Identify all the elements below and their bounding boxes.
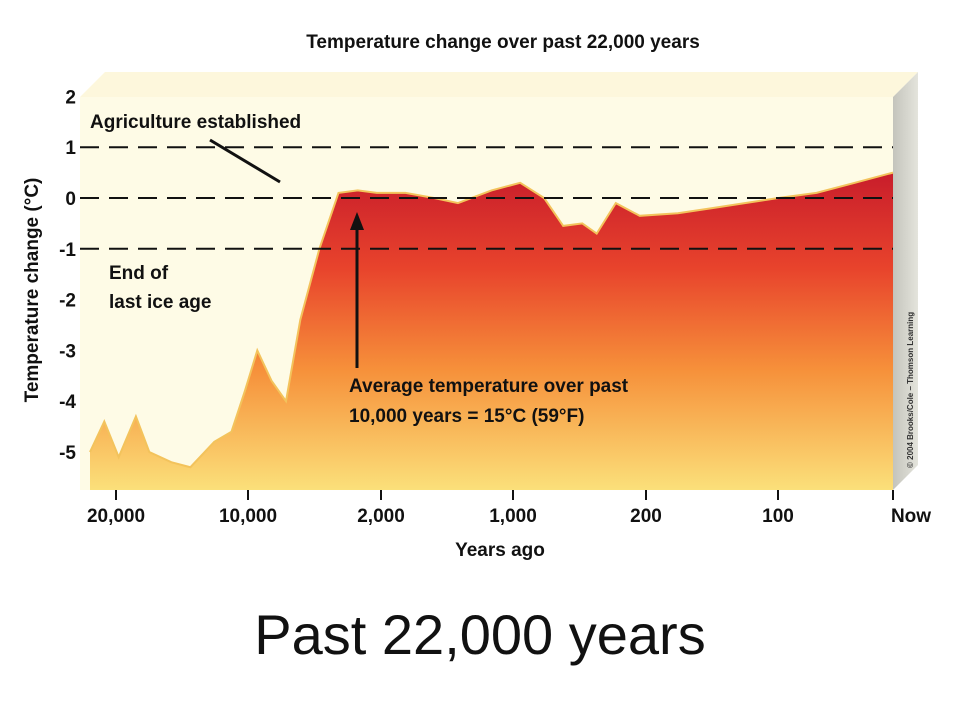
arrow-head-icon bbox=[350, 212, 364, 230]
temperature-area bbox=[90, 172, 893, 490]
x-tick-label: 10,000 bbox=[219, 506, 277, 527]
y-axis-ticks: 2 1 0 -1 -2 -3 -4 -5 bbox=[59, 87, 76, 464]
annotation-end-ice-age: End of last ice age bbox=[109, 263, 211, 313]
plot-side-face bbox=[893, 72, 918, 490]
annotation-agriculture-pointer bbox=[209, 138, 281, 184]
x-tick-label: 1,000 bbox=[489, 506, 537, 527]
y-tick-label: -2 bbox=[59, 291, 76, 312]
dashed-gridlines bbox=[80, 146, 893, 250]
x-tick-label: 20,000 bbox=[87, 506, 145, 527]
temperature-chart: 2 1 0 -1 -2 -3 -4 -5 20,000 10,000 2,000 1,000 200 1… bbox=[22, 32, 931, 561]
x-tick-label: 2,000 bbox=[357, 506, 405, 527]
x-tick-label: 200 bbox=[630, 506, 662, 527]
y-tick-label: 2 bbox=[65, 87, 76, 108]
x-axis-ticks: 20,000 10,000 2,000 1,000 200 100 Now bbox=[87, 490, 931, 527]
y-tick-label: -4 bbox=[59, 392, 76, 413]
y-tick-label: 0 bbox=[65, 189, 76, 210]
annotation-average-temperature: Average temperature over past 10,000 yea… bbox=[349, 376, 633, 427]
x-tick-label: Now bbox=[891, 506, 931, 527]
slide-caption: Past 22,000 years bbox=[254, 603, 706, 666]
plot-top-face bbox=[80, 72, 918, 97]
y-tick-label: 1 bbox=[65, 138, 76, 159]
y-tick-label: -1 bbox=[59, 240, 76, 261]
annotation-agriculture: Agriculture established bbox=[90, 112, 301, 133]
y-tick-label: -3 bbox=[59, 341, 76, 362]
x-axis-title: Years ago bbox=[455, 540, 545, 561]
y-axis-title: Temperature change (°C) bbox=[22, 178, 43, 403]
chart-title: Temperature change over past 22,000 year… bbox=[306, 32, 700, 53]
copyright-credit: © 2004 Brooks/Cole – Thomson Learning bbox=[906, 312, 915, 468]
temperature-line bbox=[89, 171, 894, 469]
x-tick-label: 100 bbox=[762, 506, 794, 527]
y-tick-label: -5 bbox=[59, 443, 76, 464]
